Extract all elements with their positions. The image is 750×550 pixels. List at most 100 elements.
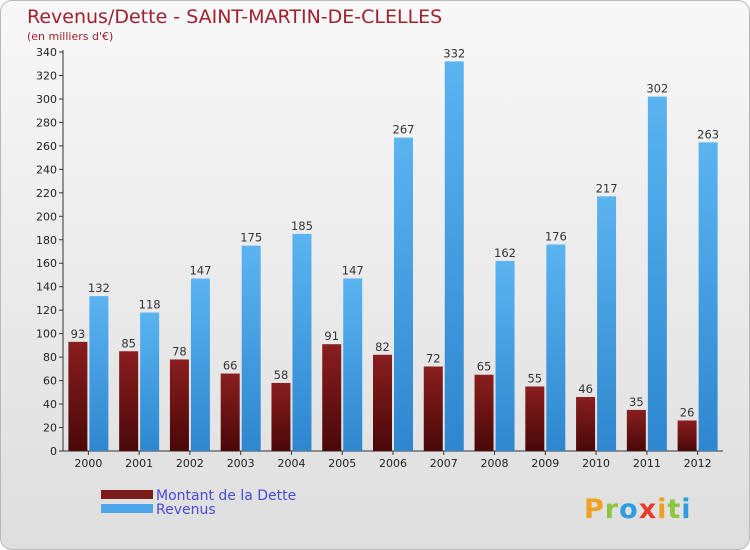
bar-revenue <box>89 296 109 451</box>
bar-revenue <box>495 260 515 451</box>
x-tick-label: 2009 <box>531 457 559 470</box>
x-tick-label: 2008 <box>481 457 509 470</box>
y-tick-label: 300 <box>36 93 57 106</box>
y-tick-label: 140 <box>36 281 57 294</box>
legend-swatch-debt <box>101 490 153 499</box>
data-label: 147 <box>189 263 211 277</box>
bar-debt <box>423 366 443 451</box>
y-tick-label: 260 <box>36 140 57 153</box>
y-tick-label: 0 <box>50 445 57 458</box>
x-tick-label: 2004 <box>277 457 305 470</box>
y-tick-label: 80 <box>43 351 57 364</box>
bar-debt <box>626 409 646 451</box>
bar-revenue <box>292 233 312 451</box>
legend-label-revenue: Revenus <box>156 502 216 518</box>
bar-debt <box>677 420 697 451</box>
data-label: 66 <box>223 359 238 373</box>
logo-letter: i <box>681 494 691 525</box>
data-label: 162 <box>494 246 516 260</box>
x-tick-label: 2001 <box>125 457 153 470</box>
bar-revenue <box>698 142 718 452</box>
y-tick-label: 180 <box>36 234 57 247</box>
data-label: 91 <box>324 329 339 343</box>
x-tick-label: 2011 <box>633 457 661 470</box>
x-tick-label: 2007 <box>430 457 458 470</box>
y-tick-label: 40 <box>43 398 57 411</box>
data-label: 82 <box>375 340 390 354</box>
data-label: 93 <box>71 327 86 341</box>
bar-revenue <box>140 312 160 451</box>
x-tick-label: 2005 <box>328 457 356 470</box>
y-tick-label: 340 <box>36 46 57 59</box>
chart-title: Revenus/Dette - SAINT-MARTIN-DE-CLELLES <box>27 6 442 28</box>
y-tick-label: 20 <box>43 422 57 435</box>
y-tick-label: 280 <box>36 116 57 129</box>
bar-debt <box>576 397 596 451</box>
logo-text: Proxiti <box>584 494 692 525</box>
bar-revenue <box>190 278 210 451</box>
y-tick-label: 160 <box>36 257 57 270</box>
bar-revenue <box>597 196 617 451</box>
y-tick-label: 100 <box>36 328 57 341</box>
data-label: 302 <box>646 82 668 96</box>
y-tick-label: 240 <box>36 163 57 176</box>
bar-revenue <box>444 61 464 451</box>
bar-revenue <box>647 96 667 451</box>
data-label: 132 <box>88 281 110 295</box>
bar-debt <box>169 359 189 451</box>
bar-debt <box>322 344 342 451</box>
bars: 93 132 85 118 78 147 66 175 58 185 91 147 82 267 72 332… <box>68 46 719 452</box>
x-tick-label: 2006 <box>379 457 407 470</box>
data-label: 185 <box>291 219 313 233</box>
bar-debt <box>373 354 392 451</box>
data-label: 332 <box>443 46 465 60</box>
x-tick-label: 2003 <box>227 457 255 470</box>
bar-revenue <box>241 245 261 451</box>
data-label: 217 <box>596 181 618 195</box>
y-tick-label: 320 <box>36 69 57 82</box>
logo-letter: P <box>584 494 605 525</box>
data-label: 85 <box>121 336 136 350</box>
legend-swatch-revenue <box>101 504 153 513</box>
data-label: 26 <box>680 405 695 419</box>
bar-revenue <box>546 244 566 451</box>
data-label: 78 <box>172 344 187 358</box>
data-label: 175 <box>240 231 262 245</box>
data-label: 35 <box>629 395 644 409</box>
y-tick-label: 60 <box>43 375 57 388</box>
bar-revenue <box>343 278 363 451</box>
legend-label-debt: Montant de la Dette <box>156 488 296 504</box>
proxiti-logo: Proxiti <box>584 494 692 525</box>
bar-debt <box>271 382 291 451</box>
bar-debt <box>68 341 88 451</box>
x-tick-label: 2012 <box>684 457 712 470</box>
chart-subtitle: (en milliers d'€) <box>27 30 113 43</box>
logo-letter: i <box>657 494 667 525</box>
bar-debt <box>220 373 240 451</box>
data-label: 118 <box>139 298 161 312</box>
x-tick-label: 2010 <box>582 457 610 470</box>
data-label: 55 <box>527 371 542 385</box>
bar-revenue <box>394 137 413 451</box>
y-tick-label: 220 <box>36 187 57 200</box>
axes: 0 20 40 60 80 100 120 140 160 180 200 220 240 260 280 3… <box>36 46 723 470</box>
x-tick-label: 2002 <box>176 457 204 470</box>
y-tick-label: 200 <box>36 210 57 223</box>
logo-letter: r <box>605 494 619 525</box>
logo-letter: t <box>667 494 681 525</box>
data-label: 46 <box>578 382 593 396</box>
data-label: 58 <box>274 368 289 382</box>
logo-letter: x <box>639 494 657 525</box>
data-label: 263 <box>697 127 719 141</box>
data-label: 72 <box>426 352 441 366</box>
data-label: 176 <box>545 229 567 243</box>
x-tick-label: 2000 <box>74 457 102 470</box>
data-label: 65 <box>477 360 492 374</box>
logo-letter: o <box>619 494 639 525</box>
y-tick-label: 120 <box>36 304 57 317</box>
bar-debt <box>119 351 139 451</box>
data-label: 267 <box>393 123 415 137</box>
